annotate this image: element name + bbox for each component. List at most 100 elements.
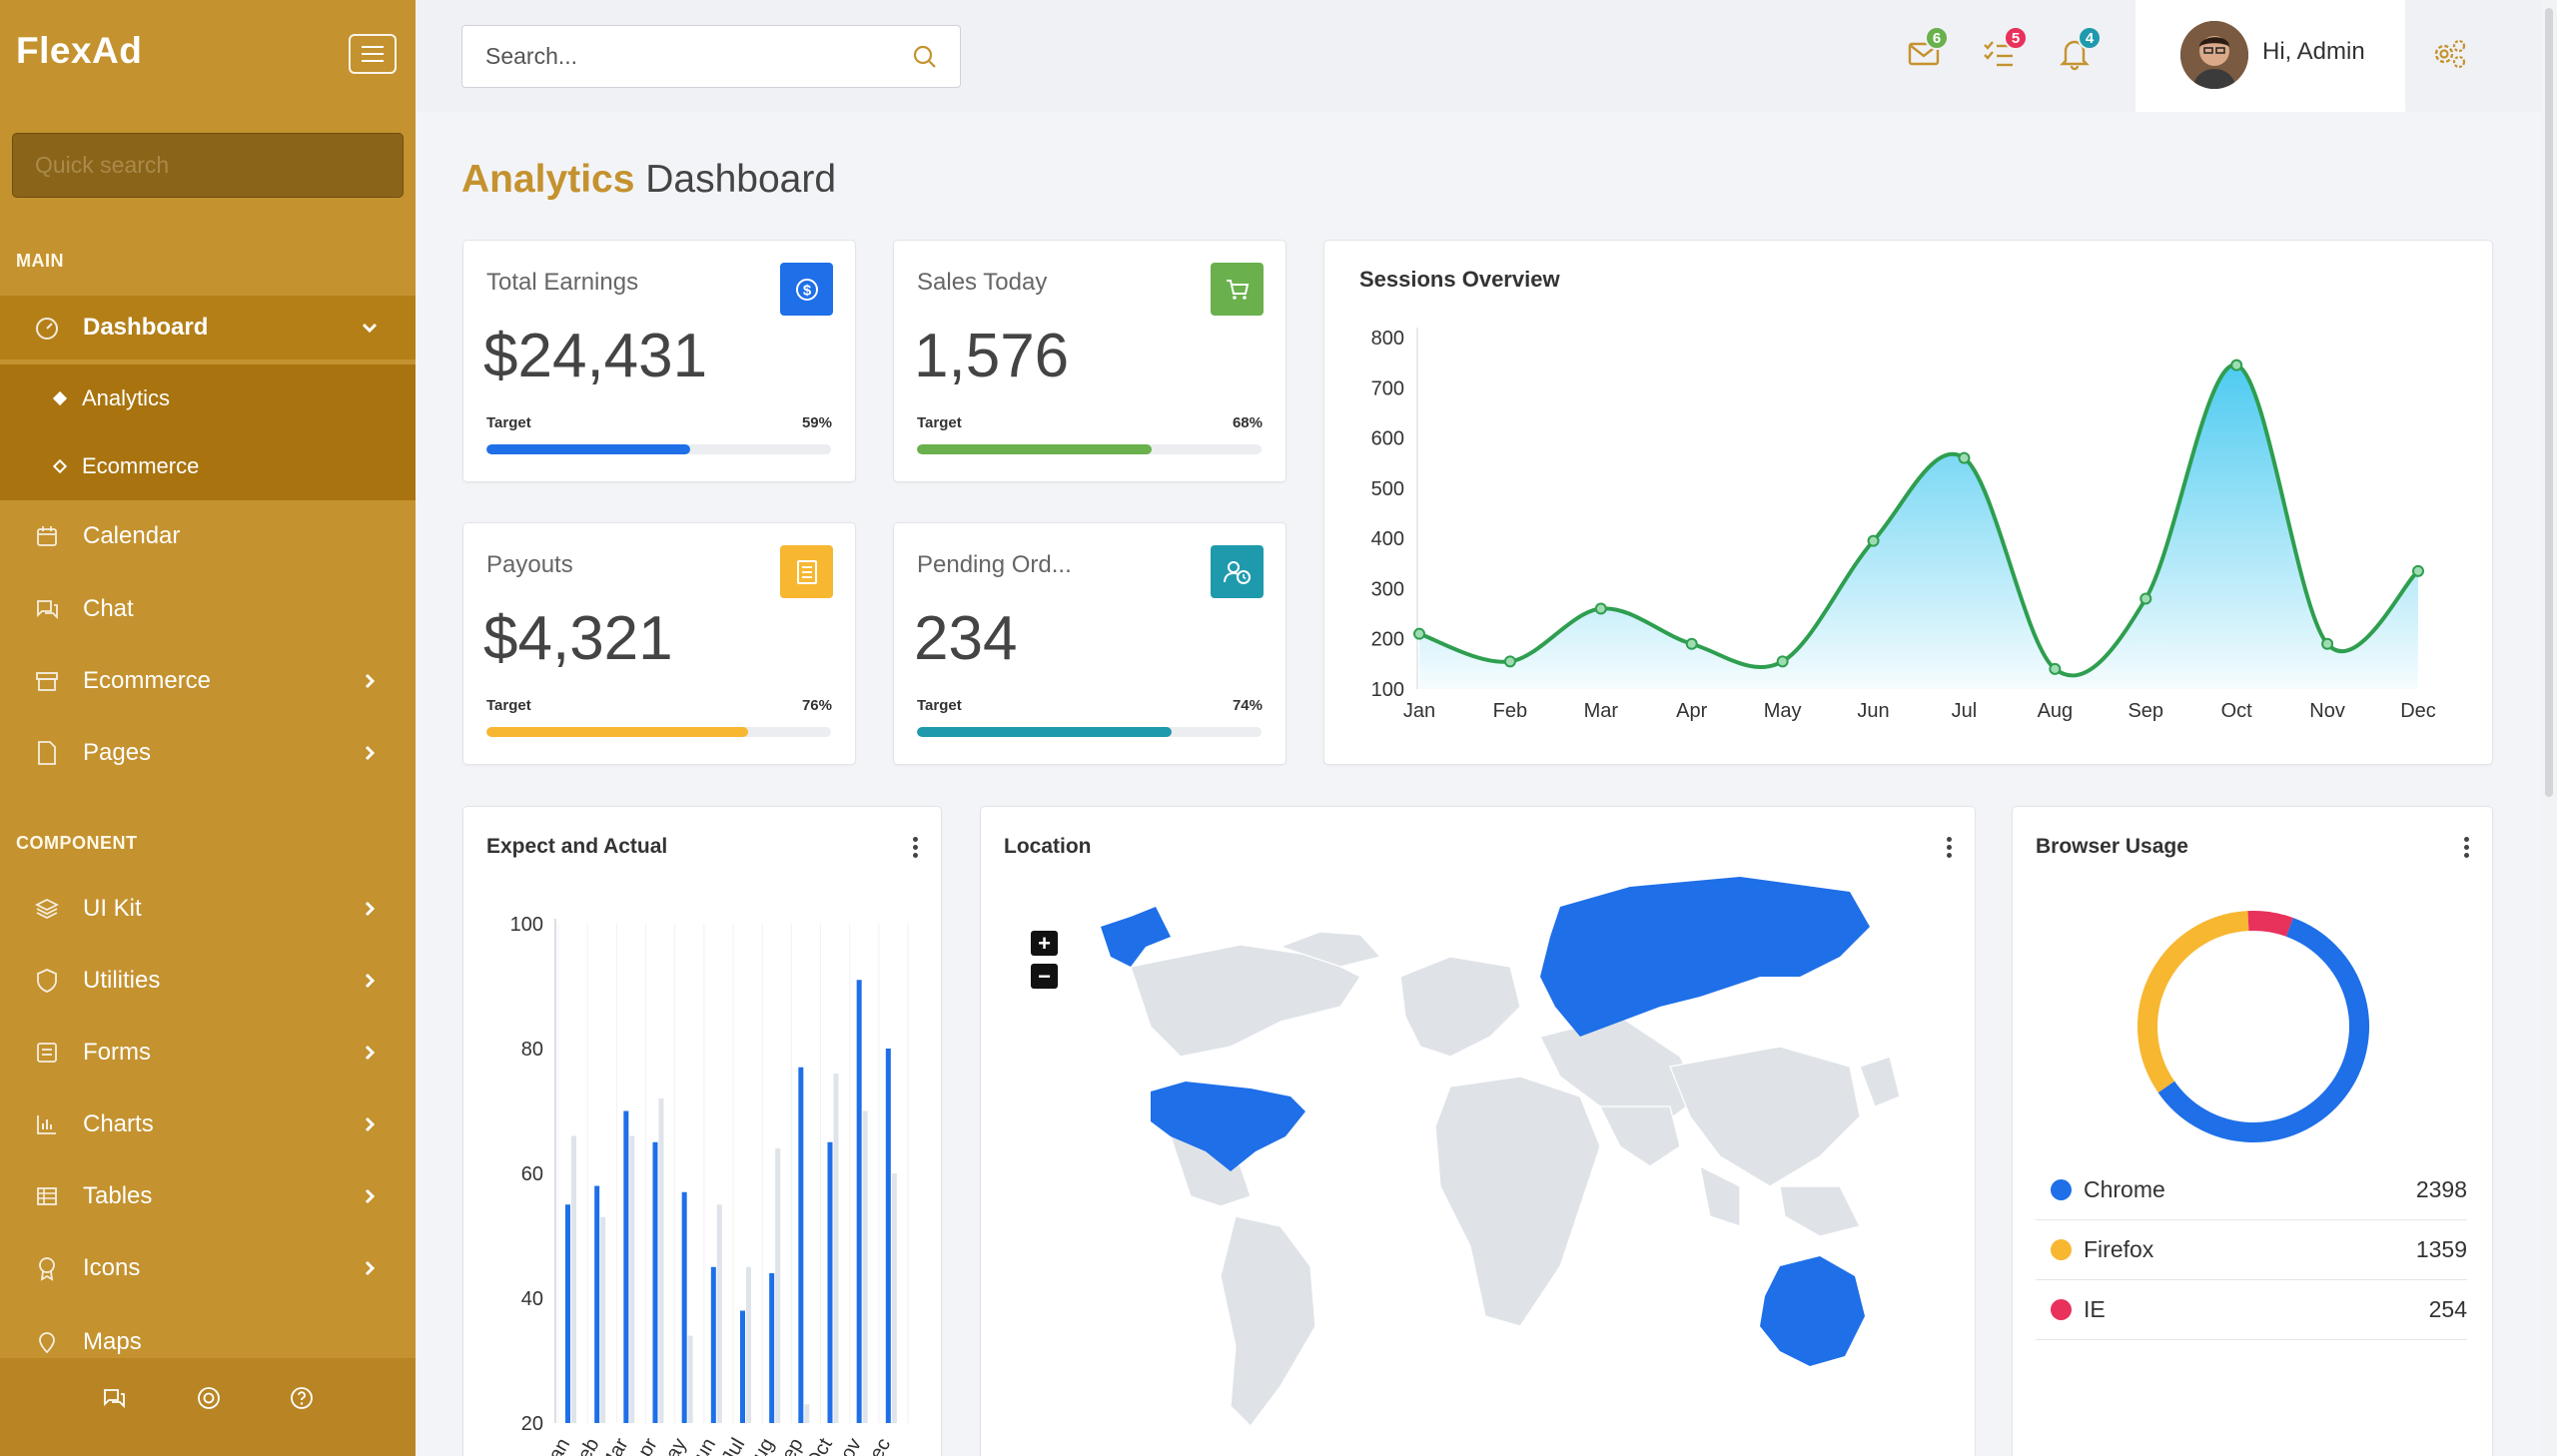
sidebar-item-tables[interactable]: Tables <box>0 1164 416 1228</box>
sidebar-item-label: Calendar <box>83 522 181 549</box>
bar-actual <box>710 1266 716 1423</box>
donut-slice-chrome <box>2157 918 2369 1142</box>
stat-percent: 76% <box>801 697 832 714</box>
sidebar-item-label: UI Kit <box>83 895 142 922</box>
sidebar-item-pages[interactable]: Pages <box>0 721 416 785</box>
sidebar-item-label: Utilities <box>83 967 161 994</box>
chevron-right-icon <box>360 897 380 921</box>
sidebar-item-charts[interactable]: Charts <box>0 1092 416 1156</box>
series-area <box>1419 364 2418 689</box>
page-title-accent: Analytics <box>461 158 635 201</box>
x-tick-label: Oct <box>2221 700 2253 722</box>
sidebar-footer <box>0 1358 416 1456</box>
avatar[interactable] <box>2180 21 2248 89</box>
sidebar-item-maps[interactable]: Maps <box>0 1308 416 1358</box>
map-zoom-in-button[interactable]: + <box>1031 931 1058 956</box>
x-tick-label: Aug <box>2038 700 2074 722</box>
sidebar-subitem-analytics[interactable]: Analytics <box>0 364 416 432</box>
x-tick-label: Sep <box>2128 700 2163 722</box>
chevron-right-icon <box>360 1256 380 1280</box>
data-point <box>2412 564 2424 577</box>
file-icon <box>33 739 61 767</box>
sidebar-item-label: Charts <box>83 1110 154 1137</box>
stat-card-pending-orders: Pending Ord... 234 Target 74% <box>893 522 1286 765</box>
stat-title: Sales Today <box>917 269 1048 296</box>
expect-actual-title: Expect and Actual <box>486 835 668 858</box>
map-zoom-out-button[interactable]: − <box>1031 964 1058 989</box>
x-tick-label: Oct <box>802 1434 837 1456</box>
sidebar-item-ui-kit[interactable]: UI Kit <box>0 877 416 941</box>
brand-logo[interactable]: FlexAd <box>16 30 143 71</box>
bar-actual <box>594 1185 600 1423</box>
data-point <box>2049 662 2062 675</box>
donut-slice-firefox <box>2137 911 2249 1093</box>
y-tick-label: 800 <box>1371 328 1404 350</box>
sidebar-item-utilities[interactable]: Utilities <box>0 949 416 1013</box>
bar-chart-icon <box>33 1110 61 1138</box>
stat-progress-bar <box>486 727 831 737</box>
browser-value: 1359 <box>2415 1236 2467 1262</box>
sidebar-item-chat[interactable]: Chat <box>0 577 416 641</box>
y-tick-label: 100 <box>1371 679 1404 701</box>
x-tick-label: Mar <box>1584 700 1619 722</box>
search-placeholder: Search... <box>485 43 578 69</box>
bar-actual <box>885 1049 891 1423</box>
search-input[interactable]: Search... <box>461 25 961 88</box>
sidebar-item-forms[interactable]: Forms <box>0 1021 416 1085</box>
expect-actual-card: Expect and Actual 20 40 60 80 100 Jan Feb Mar Ap… <box>462 806 942 1456</box>
y-tick-label: 300 <box>1371 578 1404 600</box>
stat-progress-fill <box>917 727 1173 737</box>
user-greeting[interactable]: Hi, Admin <box>2262 38 2365 65</box>
lifebuoy-icon[interactable] <box>195 1384 223 1412</box>
bar-expected <box>629 1135 635 1423</box>
stat-progress-fill <box>486 444 690 454</box>
data-point <box>1958 451 1971 464</box>
chevron-right-icon <box>360 741 380 765</box>
chevron-down-icon <box>360 316 380 340</box>
legend-dot <box>2051 1299 2072 1320</box>
x-tick-label: Jun <box>1857 700 1889 722</box>
calendar-icon <box>33 522 61 550</box>
sidebar-item-dashboard[interactable]: Dashboard <box>0 296 416 360</box>
chat-bubbles-icon[interactable] <box>100 1384 128 1412</box>
y-tick-label: 20 <box>521 1413 543 1435</box>
data-point <box>1503 655 1516 668</box>
award-icon <box>33 1254 61 1282</box>
sidebar-item-icons[interactable]: Icons <box>0 1236 416 1300</box>
stat-card-payouts: Payouts $4,321 Target 76% <box>462 522 856 765</box>
sidebar-section-main: MAIN <box>16 251 64 271</box>
sidebar-item-label: Chat <box>83 595 134 622</box>
sessions-overview-card: Sessions Overview 100 200 300 400 500 600 700 8… <box>1323 240 2493 765</box>
quick-search-input[interactable]: Quick search <box>12 133 404 198</box>
settings-icon[interactable] <box>2429 34 2469 74</box>
more-options-icon[interactable] <box>913 837 919 861</box>
sidebar-item-calendar[interactable]: Calendar <box>0 504 416 568</box>
sidebar-item-label: Pages <box>83 739 152 766</box>
search-icon[interactable] <box>910 42 940 72</box>
mail-badge: 6 <box>1925 26 1949 50</box>
help-icon[interactable] <box>288 1384 316 1412</box>
page-title-rest: Dashboard <box>634 158 837 201</box>
browser-usage-donut <box>2137 911 2369 1142</box>
world-map <box>1101 877 1901 1427</box>
sidebar-subitem-ecommerce[interactable]: Ecommerce <box>0 432 416 500</box>
x-tick-label: Feb <box>1493 700 1527 722</box>
browser-row-chrome: Chrome 2398 <box>2036 1160 2467 1220</box>
menu-toggle-button[interactable] <box>349 34 397 74</box>
stat-title: Pending Ord... <box>917 551 1072 578</box>
data-point <box>1685 637 1698 650</box>
stat-progress-bar <box>917 727 1262 737</box>
browser-value: 2398 <box>2415 1176 2467 1202</box>
x-tick-label: Apr <box>1676 700 1707 722</box>
more-options-icon[interactable] <box>1947 837 1953 861</box>
sidebar-item-ecommerce[interactable]: Ecommerce <box>0 649 416 713</box>
y-tick-label: 400 <box>1371 528 1404 550</box>
more-options-icon[interactable] <box>2464 837 2470 861</box>
notification-badge: 4 <box>2078 26 2102 50</box>
page-scrollbar[interactable] <box>2541 0 2557 1456</box>
tasks-icon[interactable] <box>1981 34 2019 72</box>
data-point <box>2321 637 2334 650</box>
browser-usage-card: Browser Usage Chrome 2398 Firefox 1359 I… <box>2012 806 2493 1456</box>
scrollbar-thumb[interactable] <box>2545 8 2553 797</box>
page-title: Analytics Dashboard <box>461 158 836 202</box>
